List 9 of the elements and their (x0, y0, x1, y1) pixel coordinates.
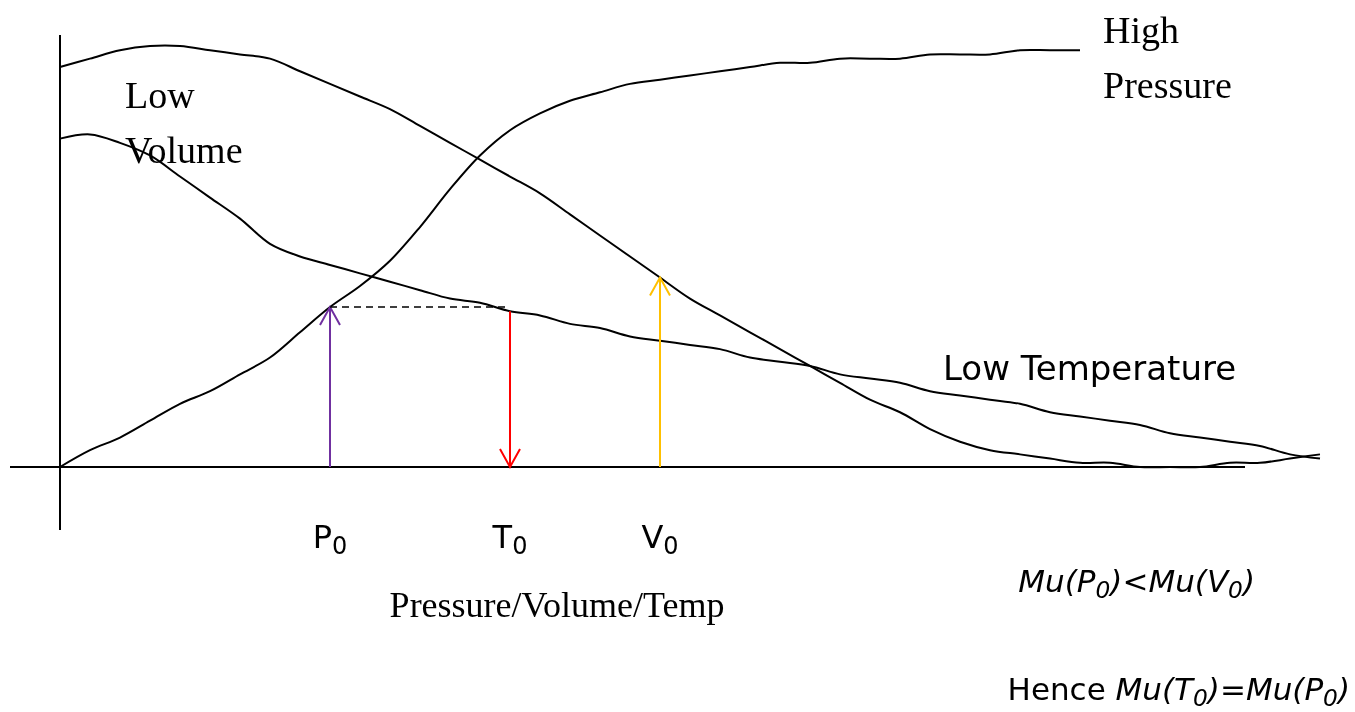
x-axis-title: Pressure/Volume/Temp (389, 585, 725, 625)
series-label: Low Temperature (943, 348, 1237, 388)
x-tick-label: P$_{0}$ (312, 518, 348, 560)
series-label: High Pressure (1103, 9, 1232, 107)
text: Hence Mu(T$_{0}$)=Mu(P$_{0}$) (1007, 671, 1350, 711)
x-tick-label: T$_{0}$ (491, 518, 528, 560)
series-label: Low Volume (125, 74, 243, 172)
x-tick-label: V$_{0}$ (641, 518, 679, 560)
text: Mu(P$_{0}$)<Mu(V$_{0}$) (1018, 563, 1255, 603)
